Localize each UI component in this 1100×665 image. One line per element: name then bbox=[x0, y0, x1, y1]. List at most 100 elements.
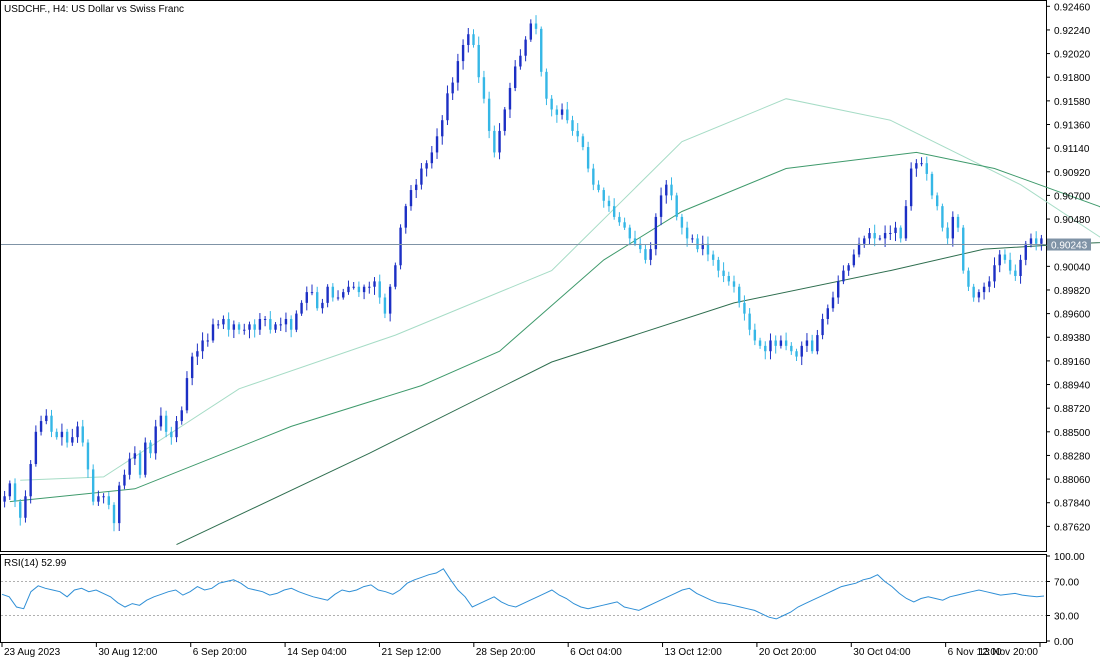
candle-body bbox=[832, 297, 834, 308]
candle-body bbox=[509, 88, 511, 109]
price-tick-label: 0.89380 bbox=[1054, 333, 1091, 344]
candle-body bbox=[431, 152, 433, 163]
candle-body bbox=[931, 174, 933, 195]
panel-frames bbox=[1, 1, 1047, 643]
candle-body bbox=[884, 233, 886, 238]
candle-body bbox=[264, 319, 266, 320]
candle-body bbox=[759, 340, 761, 345]
candle-body bbox=[504, 109, 506, 130]
candle-body bbox=[1019, 260, 1021, 276]
candle-body bbox=[462, 45, 464, 61]
candle-body bbox=[566, 109, 568, 120]
time-tick-label: 13 Oct 12:00 bbox=[665, 647, 723, 658]
price-tick-label: 0.90920 bbox=[1054, 168, 1091, 179]
candle-body bbox=[623, 222, 625, 227]
time-tick-label: 13 Nov 20:00 bbox=[979, 647, 1039, 658]
rsi-tick-label: 100.00 bbox=[1054, 552, 1085, 563]
candle-body bbox=[983, 287, 985, 292]
candle-body bbox=[45, 416, 47, 421]
candle-body bbox=[316, 292, 318, 308]
rsi-tick-label: 0.00 bbox=[1054, 637, 1074, 648]
candle-body bbox=[196, 351, 198, 356]
candle-body bbox=[113, 505, 115, 523]
candle-body bbox=[186, 378, 188, 410]
candle-body bbox=[634, 238, 636, 243]
candle-body bbox=[389, 287, 391, 314]
candle-body bbox=[816, 335, 818, 351]
candle-body bbox=[535, 23, 537, 28]
candle bbox=[941, 204, 943, 232]
candle-body bbox=[285, 319, 287, 324]
candle-body bbox=[128, 459, 130, 475]
candle-body bbox=[910, 169, 912, 207]
candle-body bbox=[56, 432, 58, 437]
candle-body bbox=[644, 249, 646, 260]
candle-body bbox=[790, 346, 792, 351]
candle-body bbox=[1035, 238, 1037, 243]
candle-body bbox=[248, 324, 250, 329]
candle-body bbox=[35, 432, 37, 464]
candle-body bbox=[530, 23, 532, 39]
candle-body bbox=[712, 255, 714, 260]
candle-body bbox=[613, 206, 615, 217]
candle-body bbox=[368, 287, 370, 288]
rsi-panel-frame bbox=[1, 555, 1047, 643]
price-tick-label: 0.88060 bbox=[1054, 475, 1091, 486]
candle-body bbox=[545, 72, 547, 99]
candle-body bbox=[915, 163, 917, 168]
candle-body bbox=[82, 426, 84, 442]
candle-body bbox=[582, 136, 584, 147]
candle-body bbox=[972, 287, 974, 298]
candle-body bbox=[243, 330, 245, 331]
candle-body bbox=[696, 238, 698, 249]
candle-body bbox=[722, 271, 724, 276]
candle-body bbox=[160, 416, 162, 427]
candle-body bbox=[274, 324, 276, 329]
candle-body bbox=[873, 233, 875, 238]
candle-body bbox=[920, 163, 922, 164]
candle-body bbox=[733, 281, 735, 286]
candle-body bbox=[342, 292, 344, 297]
candle-body bbox=[681, 217, 683, 228]
chart-title: USDCHF., H4: US Dollar vs Swiss Franc bbox=[4, 4, 184, 15]
candle-body bbox=[384, 297, 386, 313]
time-tick-label: 30 Oct 04:00 bbox=[853, 647, 911, 658]
candle-body bbox=[993, 265, 995, 281]
candle-body bbox=[926, 163, 928, 174]
candle-body bbox=[587, 147, 589, 168]
candle-body bbox=[1025, 244, 1027, 260]
price-tick-label: 0.90700 bbox=[1054, 191, 1091, 202]
candle bbox=[931, 172, 933, 199]
time-tick-label: 6 Oct 04:00 bbox=[570, 647, 622, 658]
candle-body bbox=[436, 136, 438, 152]
time-tick-label: 20 Oct 20:00 bbox=[759, 647, 817, 658]
candle-body bbox=[410, 190, 412, 206]
candle-body bbox=[1004, 255, 1006, 260]
candle-body bbox=[222, 319, 224, 324]
candle-body bbox=[134, 453, 136, 458]
candle bbox=[540, 26, 542, 76]
candle-body bbox=[332, 287, 334, 298]
candle-body bbox=[154, 426, 156, 453]
candle-body bbox=[207, 340, 209, 341]
candle-body bbox=[472, 34, 474, 45]
candle bbox=[394, 263, 396, 290]
candle-body bbox=[373, 281, 375, 286]
candle-body bbox=[837, 281, 839, 297]
candle-body bbox=[999, 255, 1001, 266]
time-tick-label: 21 Sep 12:00 bbox=[381, 647, 441, 658]
candle-body bbox=[941, 206, 943, 227]
candle-body bbox=[686, 228, 688, 239]
candle-body bbox=[988, 281, 990, 286]
candle-body bbox=[488, 99, 490, 131]
candle-body bbox=[217, 324, 219, 325]
candle-body bbox=[321, 303, 323, 308]
candle-body bbox=[603, 190, 605, 201]
price-tick-label: 0.89600 bbox=[1054, 310, 1091, 321]
candle-body bbox=[550, 99, 552, 110]
candle-body bbox=[540, 29, 542, 72]
candle bbox=[295, 310, 297, 332]
candle-body bbox=[795, 351, 797, 356]
candle-body bbox=[1014, 271, 1016, 276]
